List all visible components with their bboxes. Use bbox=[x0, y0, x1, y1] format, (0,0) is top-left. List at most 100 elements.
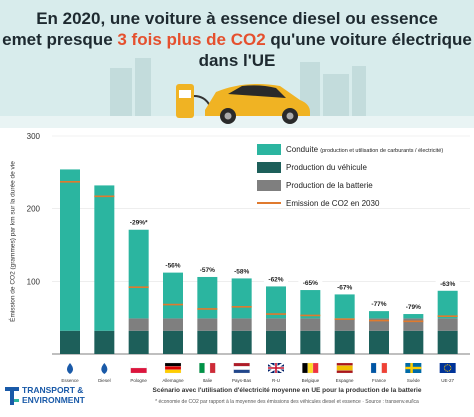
title-line-2-post: qu'une voiture électrique dans l'UE bbox=[198, 30, 472, 70]
bar-vehicle-Suède bbox=[403, 330, 424, 354]
bar-drive-R-U bbox=[266, 286, 286, 319]
bar-vehicle-Belgique bbox=[300, 330, 321, 354]
y-tick-label: 100 bbox=[27, 277, 41, 286]
flag-uk-cross-red bbox=[268, 363, 284, 373]
flag-eu-star bbox=[444, 365, 446, 367]
flag-se-cross-h bbox=[405, 366, 422, 370]
bar-battery-R-U bbox=[266, 318, 286, 331]
flag-eu-star bbox=[450, 367, 452, 369]
flag-eu-star bbox=[449, 369, 452, 371]
bar-battery-Italie bbox=[197, 318, 218, 331]
legend-item-battery: Production de la batterie bbox=[257, 178, 373, 192]
stacked-bar-chart: 100 200 300 Essence Diesel -29%* Pologne -56% Al… bbox=[27, 132, 470, 383]
flag-eu-star bbox=[447, 370, 449, 372]
title-highlight: 3 fois plus de CO2 bbox=[117, 30, 266, 49]
bar-label-bg bbox=[229, 266, 254, 276]
x-tick-label: R-U bbox=[272, 378, 280, 383]
chart-title: En 2020, une voiture à essence diesel ou… bbox=[0, 8, 474, 71]
flag-fr-band bbox=[376, 362, 382, 374]
flag-it-band bbox=[199, 362, 205, 374]
flag-es-band bbox=[336, 365, 353, 371]
flag-eu-star bbox=[447, 364, 449, 366]
bar-label: -56% bbox=[165, 263, 180, 270]
legend-swatch-battery bbox=[257, 179, 281, 191]
fuel-drop-icon bbox=[67, 363, 73, 374]
x-tick-label: Italie bbox=[203, 378, 213, 383]
flag-de-band bbox=[164, 369, 182, 374]
bar-vehicle-Espagne bbox=[334, 330, 355, 354]
bar-vehicle-Pologne bbox=[128, 330, 149, 354]
x-tick-label: Belgique bbox=[302, 378, 320, 383]
bar-drive-Italie bbox=[197, 276, 218, 319]
flag-be-band bbox=[307, 362, 314, 374]
y-tick-label: 300 bbox=[27, 132, 41, 141]
legend-swatch-drive bbox=[257, 143, 281, 155]
flag-eu-star bbox=[448, 364, 450, 366]
bar-drive-Suède bbox=[403, 314, 424, 319]
bar-label-bg bbox=[264, 274, 288, 284]
bar-vehicle-Pays-Bas bbox=[231, 330, 252, 354]
x-tick-label: Pologne bbox=[130, 378, 147, 383]
bar-battery-Pologne bbox=[128, 318, 149, 331]
bar-label: -67% bbox=[337, 284, 352, 291]
x-tick-label: Espagne bbox=[336, 378, 354, 383]
bar-label-bg bbox=[367, 299, 391, 309]
bar-label-bg bbox=[298, 278, 323, 288]
flag-eu-star bbox=[445, 370, 447, 372]
x-tick-label: Pays-Bas bbox=[232, 378, 252, 383]
bar-label: -79% bbox=[406, 304, 421, 311]
bar-vehicle-Essence bbox=[60, 330, 80, 354]
flag-eu-star bbox=[449, 365, 452, 367]
flag-eu-star bbox=[443, 367, 445, 369]
bar-label: -77% bbox=[371, 301, 386, 308]
flag-fr-band bbox=[381, 362, 388, 374]
bar-drive-Pays-Bas bbox=[231, 278, 252, 319]
bar-label: -58% bbox=[234, 268, 249, 275]
bar-label: -62% bbox=[268, 276, 283, 283]
bar-battery-Espagne bbox=[334, 318, 355, 331]
x-tick-label: Suède bbox=[407, 378, 421, 383]
logo-line-2: ENVIRONMENT bbox=[22, 395, 85, 405]
bar-label-bg bbox=[126, 217, 151, 227]
flag-es-band bbox=[336, 362, 353, 366]
legend-item-drive: Conduite (production et utilisation de c… bbox=[257, 142, 443, 156]
legend-label-drive: Conduite bbox=[286, 144, 319, 154]
flag-be-band bbox=[302, 362, 308, 374]
bar-drive-Allemagne bbox=[163, 272, 183, 319]
flag-nl-band bbox=[233, 369, 250, 374]
bar-drive-Pologne bbox=[128, 229, 149, 319]
legend-swatch-vehicle bbox=[257, 161, 281, 173]
car-charging-illustration bbox=[0, 58, 474, 128]
bar-battery-France bbox=[369, 318, 389, 331]
legend-label-battery: Production de la batterie bbox=[286, 180, 373, 190]
flag-es-band bbox=[336, 370, 353, 374]
bar-label: -65% bbox=[303, 280, 318, 287]
flag-de-band bbox=[164, 362, 182, 367]
flag-eu-star bbox=[445, 364, 447, 366]
flag-be-band bbox=[312, 362, 319, 374]
bar-vehicle-Diesel bbox=[94, 330, 115, 354]
bar-drive-Espagne bbox=[334, 294, 355, 319]
x-tick-label: Essence bbox=[61, 378, 79, 383]
flag-nl-band bbox=[233, 362, 250, 367]
flag-nl-band bbox=[233, 366, 250, 370]
bar-label-bg bbox=[401, 302, 426, 312]
flag-pl-band bbox=[130, 362, 147, 369]
flag-eu-bg bbox=[439, 363, 456, 373]
flag-pl-band bbox=[130, 367, 147, 374]
legend-item-vehicle: Production du véhicule bbox=[257, 160, 367, 174]
flag-fr-band bbox=[370, 362, 377, 374]
car-icon bbox=[205, 84, 310, 116]
x-tick-label: Allemagne bbox=[162, 378, 184, 383]
bar-vehicle-Italie bbox=[197, 330, 218, 354]
bar-label-bg bbox=[332, 282, 357, 292]
bar-drive-Belgique bbox=[300, 290, 321, 319]
header-banner: En 2020, une voiture à essence diesel ou… bbox=[0, 0, 474, 128]
legend-item-2030: Emission de CO2 en 2030 bbox=[257, 196, 379, 210]
x-tick-label: Diesel bbox=[98, 378, 111, 383]
bar-vehicle-UE-27 bbox=[437, 330, 458, 354]
y-tick-label: 200 bbox=[27, 205, 41, 214]
logo-line-1: TRANSPORT & bbox=[22, 385, 84, 395]
te-logo-icon bbox=[5, 387, 19, 405]
transport-environment-logo: TRANSPORT & ENVIRONMENT bbox=[4, 383, 114, 413]
